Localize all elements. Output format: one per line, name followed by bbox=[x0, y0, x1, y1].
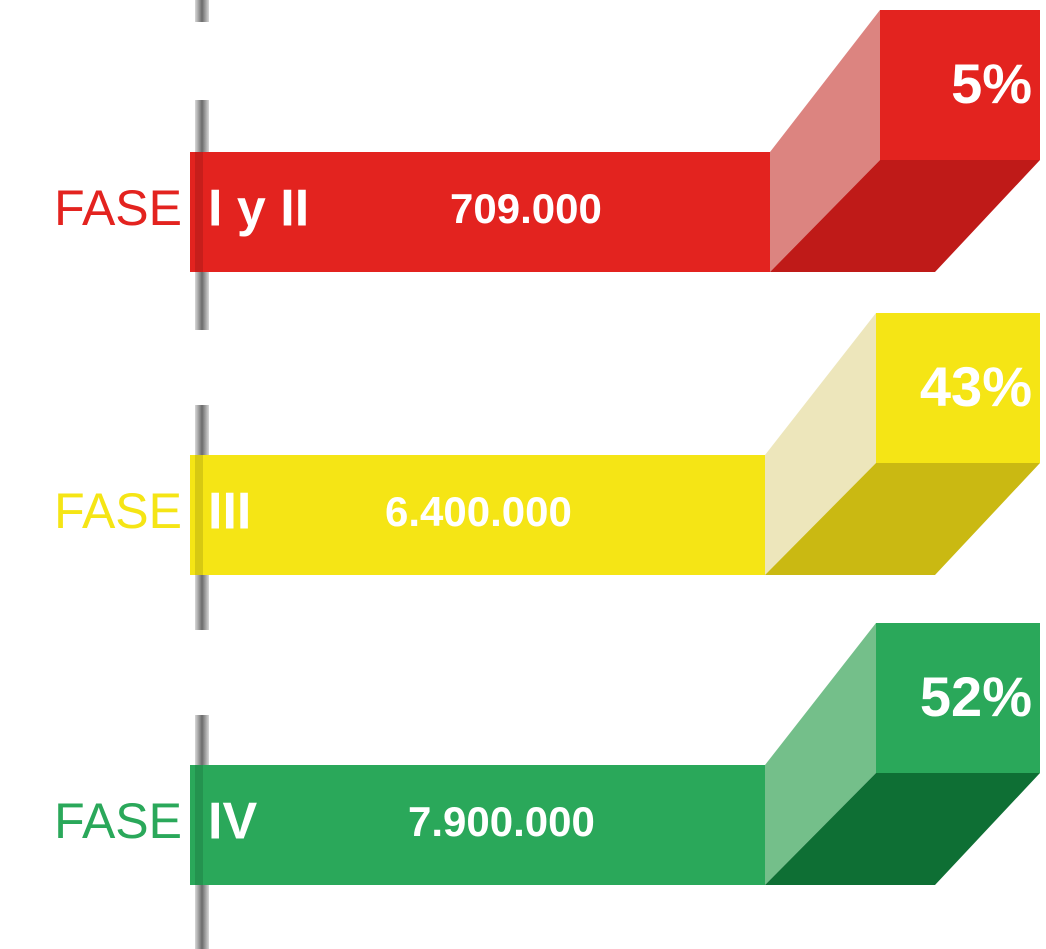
phase-name: I y II bbox=[208, 180, 309, 238]
bar-front bbox=[190, 455, 765, 575]
phase-percent: 52% bbox=[920, 665, 1032, 728]
axis-overlay bbox=[195, 152, 203, 272]
phase-value: 709.000 bbox=[450, 185, 602, 232]
phase-percent: 5% bbox=[951, 52, 1032, 115]
phase-value: 6.400.000 bbox=[385, 488, 572, 535]
box-bottom bbox=[765, 463, 1040, 575]
box-side bbox=[770, 10, 880, 272]
bar-front bbox=[190, 765, 765, 885]
box-bottom bbox=[765, 773, 1040, 885]
box-front bbox=[880, 10, 1040, 160]
phase-label: FASE bbox=[54, 483, 182, 539]
phase-label: FASE bbox=[54, 180, 182, 236]
phase-value: 7.900.000 bbox=[408, 798, 595, 845]
phase-percent: 43% bbox=[920, 355, 1032, 418]
box-front bbox=[876, 313, 1040, 463]
box-side bbox=[765, 313, 876, 575]
phase-name: III bbox=[208, 483, 251, 541]
phase-label: FASE bbox=[54, 793, 182, 849]
axis-overlay bbox=[195, 765, 203, 885]
axis-overlay bbox=[195, 455, 203, 575]
axis-segment bbox=[195, 0, 209, 22]
bar-front bbox=[190, 152, 770, 272]
box-front bbox=[876, 623, 1040, 773]
box-bottom bbox=[770, 160, 1040, 272]
box-side bbox=[765, 623, 876, 885]
phase-name: IV bbox=[208, 793, 257, 851]
